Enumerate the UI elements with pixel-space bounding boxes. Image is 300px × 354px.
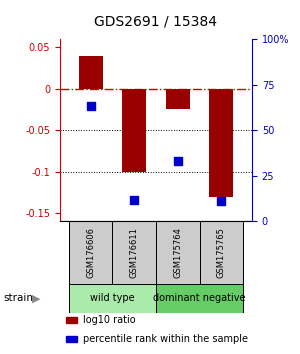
Text: strain: strain bbox=[3, 293, 33, 303]
Text: GSM175765: GSM175765 bbox=[217, 227, 226, 278]
Text: GSM176606: GSM176606 bbox=[86, 227, 95, 278]
Text: GSM175764: GSM175764 bbox=[173, 227, 182, 278]
Bar bbox=[112, 222, 156, 284]
Point bbox=[219, 199, 224, 204]
Text: log10 ratio: log10 ratio bbox=[83, 315, 136, 325]
Bar bbox=[200, 222, 243, 284]
Text: percentile rank within the sample: percentile rank within the sample bbox=[83, 335, 248, 344]
Bar bbox=[156, 284, 243, 313]
Text: ▶: ▶ bbox=[32, 293, 40, 303]
Text: wild type: wild type bbox=[90, 293, 135, 303]
Bar bbox=[79, 56, 103, 89]
Text: GDS2691 / 15384: GDS2691 / 15384 bbox=[94, 14, 218, 28]
Bar bbox=[66, 336, 77, 342]
Bar bbox=[209, 89, 233, 196]
Bar bbox=[69, 284, 156, 313]
Bar bbox=[156, 222, 200, 284]
Bar bbox=[166, 89, 190, 109]
Bar bbox=[66, 317, 77, 323]
Point bbox=[132, 197, 136, 202]
Point bbox=[88, 104, 93, 109]
Point bbox=[176, 158, 180, 164]
Text: dominant negative: dominant negative bbox=[153, 293, 246, 303]
Text: GSM176611: GSM176611 bbox=[130, 227, 139, 278]
Bar bbox=[69, 222, 112, 284]
Bar bbox=[122, 89, 146, 172]
